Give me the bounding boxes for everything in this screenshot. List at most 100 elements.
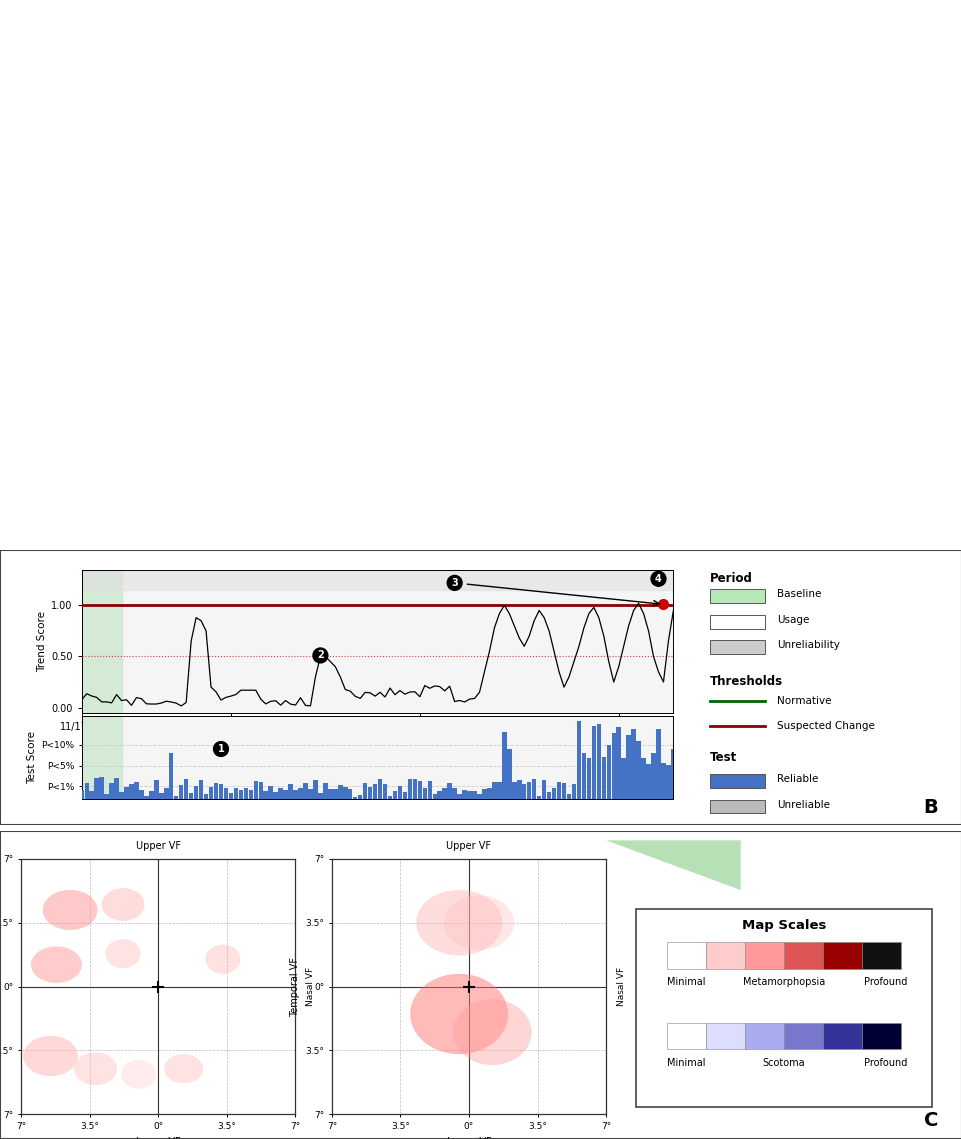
Text: Suspected Change: Suspected Change [776,721,875,731]
Bar [226,213,255,247]
Bar [303,784,308,798]
Bar [82,570,121,713]
Polygon shape [605,841,740,890]
Bar [709,615,764,629]
Text: Reliable: Reliable [776,775,818,785]
Ellipse shape [205,944,240,974]
Text: Metamorphopsia: Metamorphopsia [742,977,825,988]
Bar [556,781,560,798]
Bar [576,721,580,798]
Bar [169,753,173,798]
Text: A: A [920,511,937,531]
Bar [783,1023,823,1049]
Bar [268,786,273,798]
Bar [683,318,712,352]
Text: 4: 4 [654,574,661,584]
Bar [110,784,113,798]
Bar [734,237,755,264]
Bar [224,788,228,798]
Bar [135,781,138,798]
Bar [348,789,352,798]
Bar [80,318,109,352]
Bar [666,765,670,798]
Bar [671,749,675,798]
Bar [616,727,620,798]
Bar [783,942,823,969]
Bar [651,753,655,798]
Bar [116,213,145,247]
Bar [298,788,303,798]
Bar [596,724,601,798]
Bar [184,779,188,798]
Bar [462,790,466,798]
Text: Upper VF: Upper VF [446,842,491,851]
Text: Minimal: Minimal [666,1058,704,1067]
Bar [611,732,615,798]
Bar [80,213,109,247]
Text: Profound: Profound [863,977,906,988]
Bar [259,782,262,798]
Bar [99,777,104,798]
Bar [333,293,355,319]
Bar [323,782,328,798]
Bar [432,794,436,798]
Text: Period: Period [709,572,752,584]
Text: Test: Test [709,752,736,764]
Text: Nasal VF: Nasal VF [616,967,626,1006]
Bar [720,318,749,352]
Text: Map Scales: Map Scales [741,919,825,933]
Bar [832,211,859,244]
Bar [511,782,516,798]
Bar [43,213,72,247]
Bar [502,732,506,798]
Ellipse shape [101,888,144,921]
Bar [531,779,536,798]
Bar [144,796,149,798]
Bar [486,788,491,798]
Bar [621,757,626,798]
Bar [709,589,764,604]
Bar [392,790,397,798]
Bar [273,792,278,798]
Bar [174,796,179,798]
Bar [442,788,447,798]
Bar [660,763,665,798]
Bar [829,318,858,352]
Bar [472,792,477,798]
Bar [541,780,546,798]
Bar [262,213,291,247]
Bar [793,318,822,352]
Bar [408,213,437,247]
Bar [119,792,124,798]
X-axis label: Lower VF: Lower VF [446,1137,491,1139]
Bar [94,778,99,798]
Bar [243,788,248,798]
Bar [362,784,367,798]
Bar [437,790,441,798]
Bar [149,792,154,798]
Bar [801,229,823,261]
Bar [447,782,452,798]
Bar [299,304,328,337]
Bar [357,795,362,798]
Ellipse shape [389,441,437,485]
Bar [518,213,547,247]
Bar [189,318,218,352]
Bar [464,318,493,352]
Bar [666,942,705,969]
Bar [204,794,209,798]
Bar [581,753,585,798]
Bar [664,213,693,247]
Bar [501,318,530,352]
Bar [213,782,218,798]
Bar [372,213,401,247]
Bar [823,942,861,969]
Bar [226,318,255,352]
Bar [744,1023,783,1049]
Bar [378,779,382,798]
Bar [85,782,88,798]
Bar [188,793,193,798]
Y-axis label: Test Score: Test Score [27,731,37,784]
Text: Thresholds: Thresholds [709,675,782,688]
Bar [400,290,421,320]
